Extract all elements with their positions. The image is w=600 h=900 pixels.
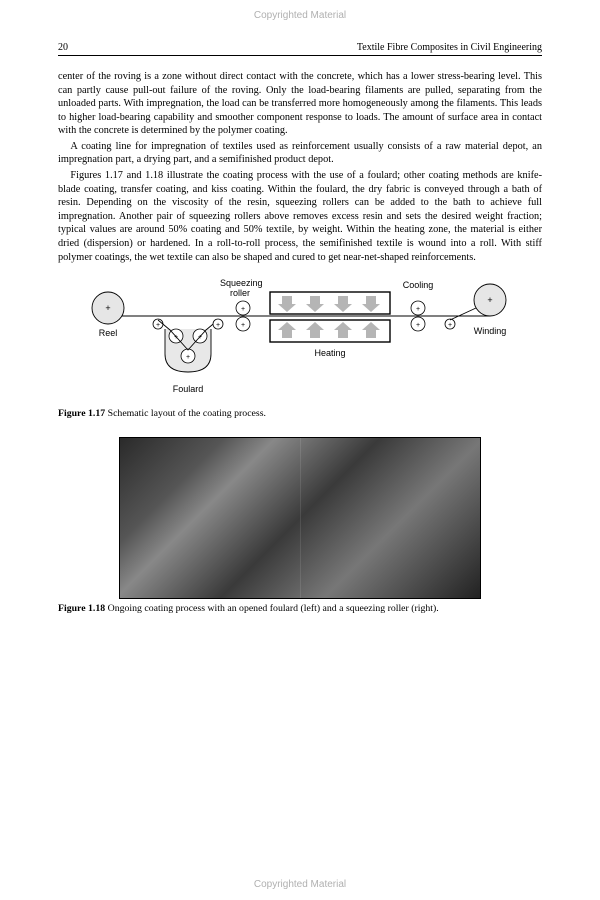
running-header: 20 Textile Fibre Composites in Civil Eng… bbox=[58, 42, 542, 56]
paragraph-1: center of the roving is a zone without d… bbox=[58, 70, 542, 138]
label-reel: Reel bbox=[99, 328, 118, 338]
svg-text:+: + bbox=[216, 322, 220, 329]
figure-1-18-text: Ongoing coating process with an opened f… bbox=[108, 603, 439, 614]
watermark-top: Copyrighted Material bbox=[0, 10, 600, 21]
figure-1-17-number: Figure 1.17 bbox=[58, 408, 105, 419]
label-winding: Winding bbox=[474, 326, 507, 336]
figure-1-17-caption: Figure 1.17 Schematic layout of the coat… bbox=[58, 408, 542, 421]
svg-text:+: + bbox=[241, 322, 245, 329]
label-squeezing-1: Squeezing bbox=[220, 278, 263, 288]
paragraph-3: Figures 1.17 and 1.18 illustrate the coa… bbox=[58, 169, 542, 264]
svg-text:+: + bbox=[186, 354, 190, 361]
figure-1-17-text: Schematic layout of the coating process. bbox=[108, 408, 266, 419]
svg-text:+: + bbox=[105, 303, 110, 313]
svg-text:+: + bbox=[156, 322, 160, 329]
figure-1-17: + Reel + + + + Foulard + + bbox=[58, 274, 542, 421]
page-number: 20 bbox=[58, 42, 68, 53]
figure-1-18-number: Figure 1.18 bbox=[58, 603, 105, 614]
svg-text:+: + bbox=[241, 306, 245, 313]
figure-1-18-caption: Figure 1.18 Ongoing coating process with… bbox=[58, 603, 542, 616]
svg-text:+: + bbox=[448, 322, 452, 329]
figure-1-18-photo bbox=[119, 437, 481, 599]
figure-1-18: Figure 1.18 Ongoing coating process with… bbox=[58, 437, 542, 616]
svg-text:+: + bbox=[416, 306, 420, 313]
page-content: 20 Textile Fibre Composites in Civil Eng… bbox=[0, 0, 600, 655]
watermark-bottom: Copyrighted Material bbox=[0, 879, 600, 890]
label-heating: Heating bbox=[314, 348, 345, 358]
label-cooling: Cooling bbox=[403, 280, 434, 290]
svg-text:+: + bbox=[487, 295, 492, 305]
label-squeezing-2: roller bbox=[230, 288, 250, 298]
svg-text:+: + bbox=[416, 322, 420, 329]
coating-process-diagram: + Reel + + + + Foulard + + bbox=[70, 274, 530, 404]
running-title: Textile Fibre Composites in Civil Engine… bbox=[357, 42, 542, 53]
paragraph-2: A coating line for impregnation of texti… bbox=[58, 140, 542, 167]
label-foulard: Foulard bbox=[173, 384, 204, 394]
